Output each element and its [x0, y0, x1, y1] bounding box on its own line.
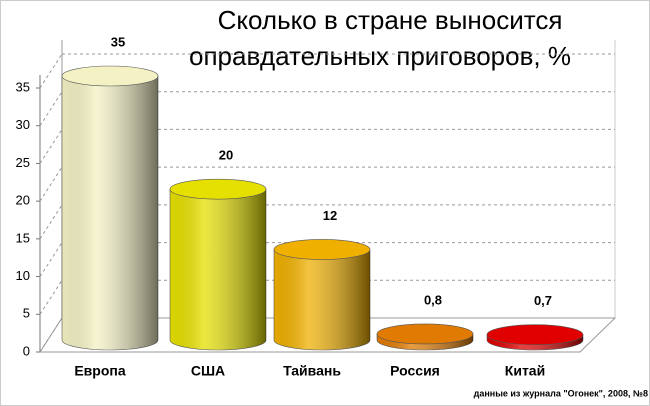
grid-line: [39, 204, 63, 240]
value-label: 0,7: [534, 293, 552, 308]
bar-top: [61, 65, 159, 87]
bar: [486, 324, 584, 351]
grid-line: [39, 280, 63, 315]
x-tick-label: Россия: [390, 363, 440, 379]
grid-line: [39, 129, 63, 164]
grid-line: [39, 91, 63, 126]
bar-top: [376, 323, 474, 345]
y-tick-label: 10: [16, 268, 30, 283]
y-tick-label: 0: [23, 343, 30, 358]
source-note: данные из журнала "Огонек", 2008, №8: [474, 388, 648, 398]
chart-title: Сколько в стране выносится: [218, 5, 563, 35]
bar-top: [486, 324, 584, 346]
bar-top: [273, 239, 371, 260]
bar: [376, 323, 474, 351]
y-tick-label: 30: [16, 117, 30, 132]
grid-line: [39, 317, 63, 353]
x-tick-label: Европа: [74, 363, 126, 379]
y-tick-label: 20: [16, 193, 30, 208]
grid-line: [39, 166, 63, 202]
y-tick-label: 5: [23, 306, 30, 321]
y-tick-label: 25: [16, 155, 30, 170]
bar: [61, 65, 159, 351]
value-label: 35: [111, 34, 125, 49]
y-tick-label: 15: [16, 230, 30, 245]
grid-line: [39, 53, 63, 89]
y-tick-label: 35: [16, 79, 30, 94]
value-label: 0,8: [424, 292, 442, 307]
value-label: 20: [219, 148, 233, 163]
x-tick-label: Китай: [505, 363, 545, 379]
bar: [273, 239, 371, 351]
bar-shade: [274, 249, 370, 350]
bar-shade: [170, 189, 266, 350]
chart-title: оправдательных приговоров, %: [189, 41, 571, 71]
grid-line: [39, 242, 63, 277]
x-tick-label: Тайвань: [283, 363, 341, 379]
value-label: 12: [323, 208, 337, 223]
bar-shade: [62, 76, 158, 350]
bar: [169, 178, 267, 351]
x-tick-label: США: [191, 363, 225, 379]
bar-top: [169, 178, 267, 200]
